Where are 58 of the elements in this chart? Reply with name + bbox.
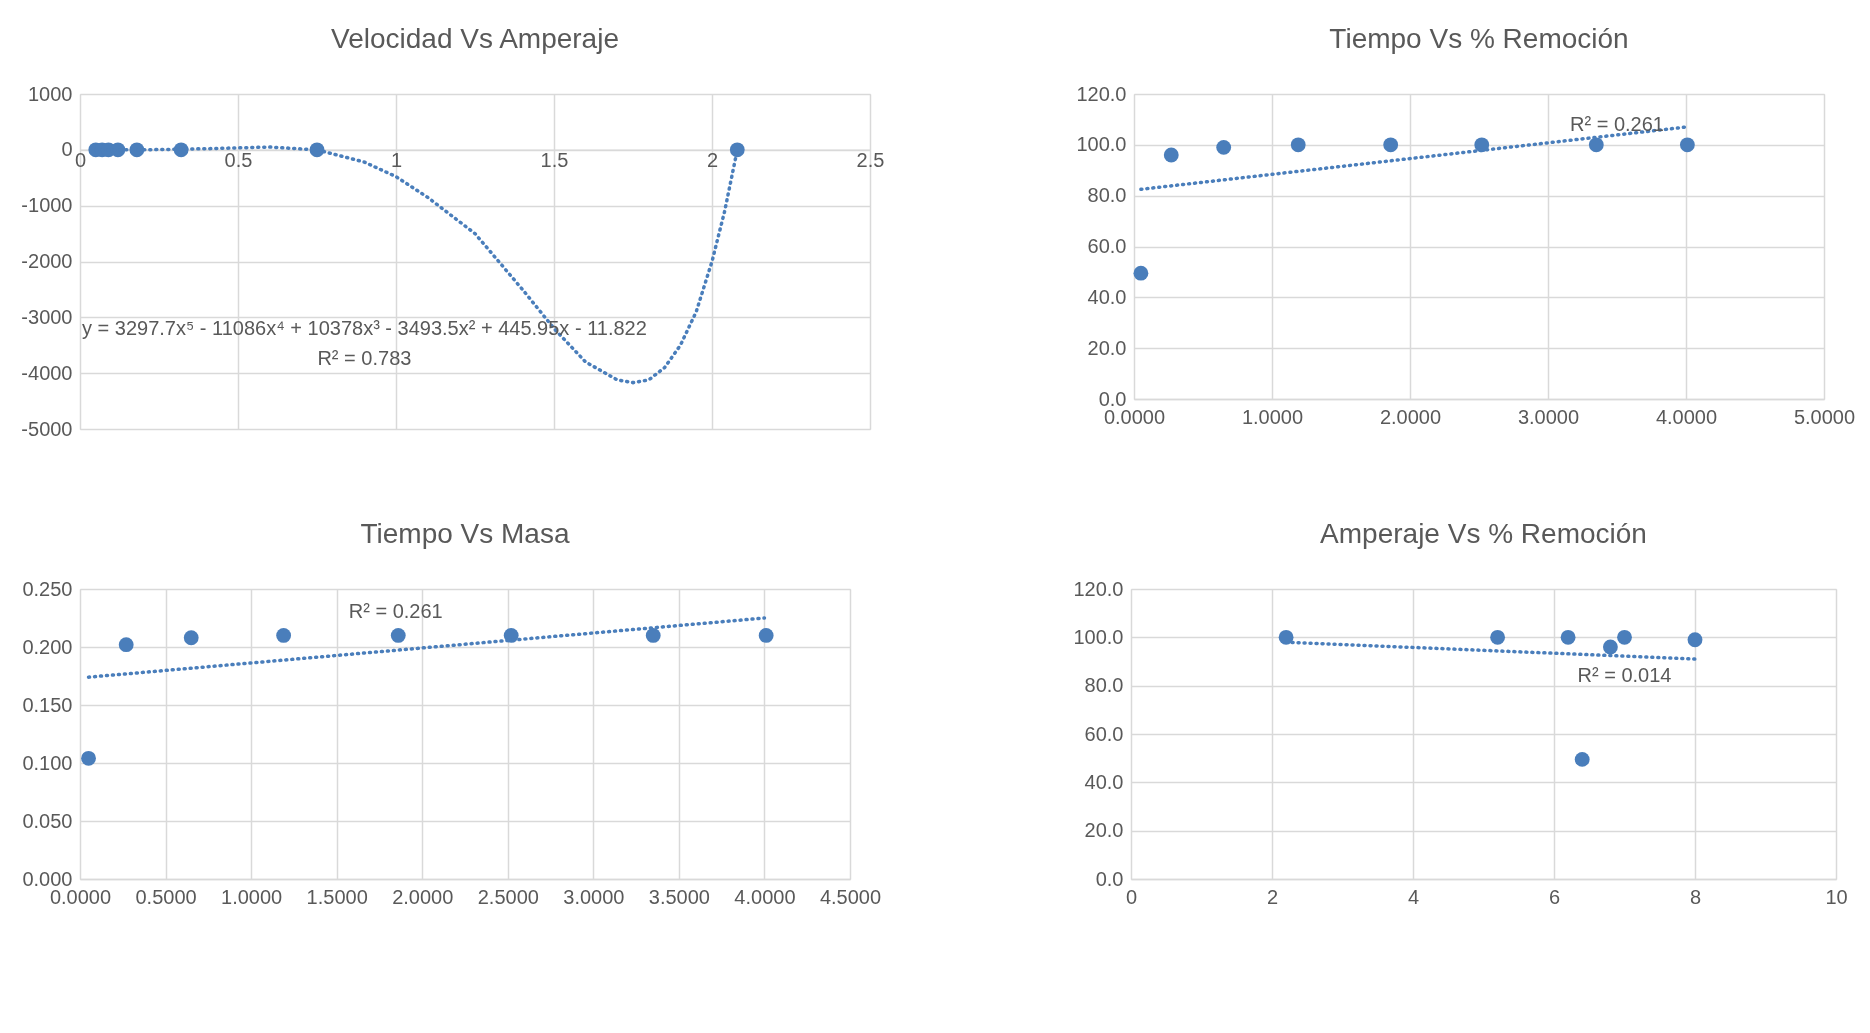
x-tick-label: 0.5 bbox=[224, 149, 253, 172]
y-tick-label: 60.0 bbox=[1084, 722, 1124, 745]
y-tick-label: 80.0 bbox=[1087, 184, 1127, 207]
x-tick-label: 2.0000 bbox=[1379, 405, 1442, 428]
x-tick-label: 6 bbox=[1548, 885, 1561, 908]
x-tick-label: 2 bbox=[706, 149, 719, 172]
y-tick-label: 20.0 bbox=[1087, 336, 1127, 359]
chart-title: Tiempo Vs Masa bbox=[360, 518, 570, 549]
y-tick-label: 0.200 bbox=[22, 635, 73, 658]
x-tick-label: 2.5 bbox=[856, 149, 885, 172]
annotation: R² = 0.261 bbox=[348, 600, 443, 623]
chart-title: Amperaje Vs % Remoción bbox=[1320, 518, 1647, 549]
chart-title: Velocidad Vs Amperaje bbox=[331, 23, 619, 54]
annotation: R² = 0.783 bbox=[317, 346, 412, 369]
x-tick-label: 3.0000 bbox=[563, 885, 625, 908]
x-tick-label: 4.5000 bbox=[819, 885, 882, 908]
x-tick-label: 4.0000 bbox=[734, 885, 796, 908]
y-tick-label: 0.100 bbox=[22, 751, 73, 774]
x-tick-label: 1.5000 bbox=[306, 885, 368, 908]
annotation: R² = 0.261 bbox=[1570, 112, 1664, 135]
annotation: R² = 0.014 bbox=[1577, 664, 1672, 686]
annotation: y = 3297.7x⁵ - 11086x⁴ + 10378x³ - 3493.5x² + 445.95x - 11.822 bbox=[81, 316, 647, 339]
y-tick-label: 120.0 bbox=[1073, 577, 1124, 600]
y-tick-label: 20.0 bbox=[1084, 819, 1124, 842]
y-tick-label: 60.0 bbox=[1087, 235, 1127, 257]
y-tick-label: 0.050 bbox=[22, 809, 73, 832]
chart-title: Tiempo Vs % Remoción bbox=[1329, 23, 1629, 54]
x-tick-label: 4 bbox=[1407, 885, 1420, 908]
y-tick-label: 0.150 bbox=[22, 693, 73, 716]
x-tick-label: 0 bbox=[74, 149, 87, 172]
y-tick-label: -2000 bbox=[21, 250, 73, 272]
x-tick-label: 3.5000 bbox=[648, 885, 710, 908]
y-tick-label: -5000 bbox=[21, 417, 73, 440]
y-tick-label: 40.0 bbox=[1087, 285, 1127, 308]
x-tick-label: 1 bbox=[390, 149, 403, 172]
y-tick-label: -1000 bbox=[21, 194, 73, 217]
x-tick-label: 4.0000 bbox=[1655, 405, 1718, 428]
y-tick-label: 0.0 bbox=[1095, 867, 1124, 890]
x-tick-label: 0.5000 bbox=[135, 885, 197, 908]
y-tick-label: 1000 bbox=[28, 82, 73, 105]
x-tick-label: 1.5 bbox=[540, 149, 569, 172]
y-tick-label: -4000 bbox=[21, 361, 73, 384]
x-tick-label: 8 bbox=[1689, 885, 1702, 908]
x-tick-label: 2 bbox=[1266, 885, 1279, 908]
x-tick-label: 1.0000 bbox=[221, 885, 283, 908]
x-tick-label: 2.5000 bbox=[477, 885, 539, 908]
x-tick-label: 2.0000 bbox=[392, 885, 454, 908]
x-tick-label: 5.0000 bbox=[1793, 405, 1856, 428]
x-tick-label: 10 bbox=[1825, 885, 1848, 908]
x-tick-label: 1.0000 bbox=[1241, 405, 1304, 428]
y-tick-label: 100.0 bbox=[1073, 625, 1124, 648]
y-tick-label: 100.0 bbox=[1076, 133, 1127, 156]
y-tick-label: 80.0 bbox=[1084, 674, 1124, 697]
y-tick-label: 120.0 bbox=[1076, 82, 1127, 105]
y-tick-label: 0.250 bbox=[22, 577, 73, 600]
y-tick-label: 40.0 bbox=[1084, 770, 1124, 793]
x-tick-label: 3.0000 bbox=[1517, 405, 1580, 428]
y-tick-label: -3000 bbox=[21, 305, 73, 328]
